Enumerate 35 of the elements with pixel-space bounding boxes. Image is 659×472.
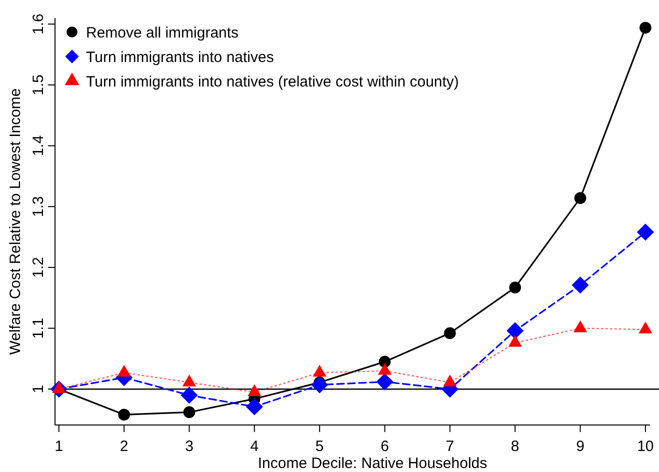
point [636, 224, 654, 241]
y-tick-label: 1.2 [30, 257, 47, 278]
point [118, 408, 130, 421]
point [376, 373, 394, 390]
point [246, 398, 263, 416]
point [311, 376, 328, 394]
x-tick-label: 8 [510, 438, 520, 455]
x-tick-label: 10 [637, 438, 654, 455]
y-tick-label: 1.1 [30, 318, 47, 339]
y-tick-label: 1 [30, 384, 47, 394]
legend-label: Turn immigrants into natives (relative cost within county) [86, 74, 459, 90]
y-tick-label: 1.3 [30, 196, 47, 218]
point [509, 282, 522, 294]
x-tick-label: 7 [446, 438, 454, 455]
legend-label: Turn immigrants into natives [86, 49, 274, 66]
x-tick-label: 1 [54, 438, 64, 455]
x-axis-title: Income Decile: Native Households [258, 455, 488, 472]
x-tick-label: 5 [315, 438, 324, 455]
x-tick-label: 4 [250, 438, 259, 455]
point [640, 22, 652, 34]
point [183, 406, 196, 418]
point [572, 276, 589, 294]
y-axis-title: Welfare Cost Relative to Lowest Income [7, 88, 24, 355]
y-tick-label: 1.5 [30, 74, 47, 96]
x-tick-label: 2 [120, 438, 128, 455]
y-tick-label: 1.6 [30, 14, 47, 35]
x-tick-label: 6 [380, 438, 389, 455]
x-tick-label: 3 [185, 438, 194, 455]
point [574, 192, 586, 204]
point [506, 322, 524, 340]
y-tick-label: 1.4 [30, 135, 47, 156]
point [444, 327, 456, 340]
legend-label: Remove all immigrants [86, 24, 239, 42]
x-tick-label: 9 [576, 438, 584, 455]
point [180, 386, 198, 404]
